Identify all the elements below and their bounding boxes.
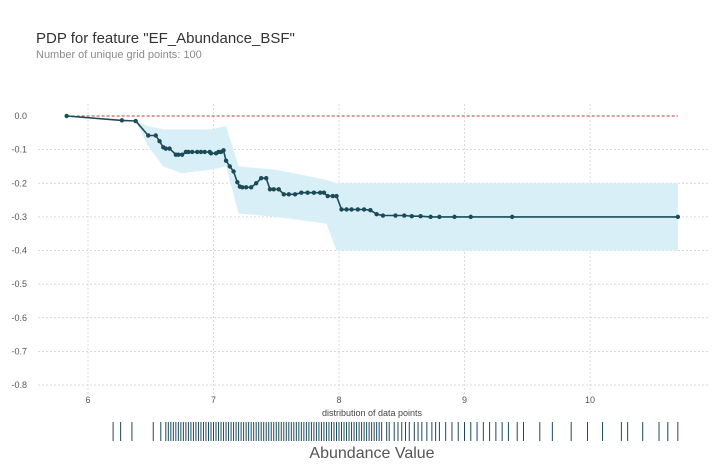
data-point xyxy=(64,113,69,119)
data-point xyxy=(380,213,386,218)
data-point xyxy=(208,151,214,156)
data-point xyxy=(119,118,125,123)
data-point xyxy=(221,148,226,153)
data-point xyxy=(223,158,229,163)
y-tick-label: -0.5 xyxy=(11,279,27,289)
x-tick-label: 9 xyxy=(462,395,467,405)
data-point xyxy=(194,149,200,155)
data-point xyxy=(468,214,473,220)
data-point xyxy=(361,207,367,212)
data-point xyxy=(198,149,204,155)
data-point xyxy=(299,190,304,195)
data-point xyxy=(344,207,349,212)
y-tick-label: -0.7 xyxy=(11,346,27,356)
data-point xyxy=(349,207,354,212)
data-point xyxy=(253,181,259,186)
data-point xyxy=(167,146,172,151)
data-point xyxy=(163,146,169,151)
data-point xyxy=(146,133,151,138)
data-point xyxy=(292,192,298,197)
data-point xyxy=(286,192,291,197)
data-point xyxy=(509,214,515,220)
data-point xyxy=(355,207,361,212)
data-point xyxy=(179,152,185,157)
y-tick-label: -0.1 xyxy=(11,145,27,155)
data-point xyxy=(452,214,457,220)
data-point xyxy=(271,187,276,192)
x-tick-label: 7 xyxy=(211,395,216,405)
data-point xyxy=(317,190,323,195)
data-point xyxy=(227,164,233,169)
data-point xyxy=(325,193,330,199)
y-tick-label: -0.3 xyxy=(11,212,27,222)
data-point xyxy=(311,190,317,195)
y-tick-label: -0.6 xyxy=(11,313,27,323)
y-tick-label: -0.8 xyxy=(11,380,27,390)
x-tick-label: 8 xyxy=(336,395,341,405)
data-point xyxy=(305,190,310,195)
data-point xyxy=(330,193,335,199)
data-point xyxy=(368,207,373,213)
data-point xyxy=(258,176,264,181)
data-point xyxy=(276,187,281,192)
data-point xyxy=(281,192,286,197)
data-point xyxy=(133,118,138,124)
data-point xyxy=(374,211,379,217)
chart-subtitle: Number of unique grid points: 100 xyxy=(36,49,202,61)
distribution-label: distribution of data points xyxy=(322,408,423,418)
x-tick-label: 6 xyxy=(85,395,90,405)
data-point xyxy=(202,149,207,155)
y-tick-label: -0.2 xyxy=(11,178,27,188)
y-tick-label: -0.4 xyxy=(11,246,27,256)
data-point xyxy=(176,152,181,157)
data-point xyxy=(339,207,344,212)
data-point xyxy=(428,214,433,220)
pdp-points xyxy=(64,113,681,220)
x-tick-label: 10 xyxy=(585,395,595,405)
data-point xyxy=(153,133,158,138)
data-point xyxy=(231,169,236,174)
y-axis-ticks: 0.0 -0.1 -0.2 -0.3 -0.4 -0.5 -0.6 -0.7 -0.8 xyxy=(11,111,27,390)
y-tick-label: 0.0 xyxy=(14,111,27,121)
data-point xyxy=(248,185,254,190)
data-point xyxy=(157,139,162,144)
data-point xyxy=(334,193,339,199)
distribution-rug xyxy=(112,422,679,441)
data-point xyxy=(409,214,414,219)
data-point xyxy=(235,180,240,185)
data-point xyxy=(418,214,423,219)
x-axis-label: Abundance Value xyxy=(309,445,434,462)
x-axis-ticks: 6 7 8 9 10 xyxy=(85,395,595,405)
data-point xyxy=(243,185,249,190)
data-point xyxy=(264,176,269,181)
data-point xyxy=(402,213,407,218)
data-point xyxy=(186,149,191,155)
data-point xyxy=(267,187,273,192)
data-point xyxy=(321,190,327,195)
data-point xyxy=(240,185,245,190)
data-point xyxy=(675,214,681,220)
data-point xyxy=(393,213,398,218)
data-point xyxy=(437,214,442,220)
chart-title: PDP for feature "EF_Abundance_BSF" xyxy=(36,30,295,47)
data-point xyxy=(189,149,195,155)
